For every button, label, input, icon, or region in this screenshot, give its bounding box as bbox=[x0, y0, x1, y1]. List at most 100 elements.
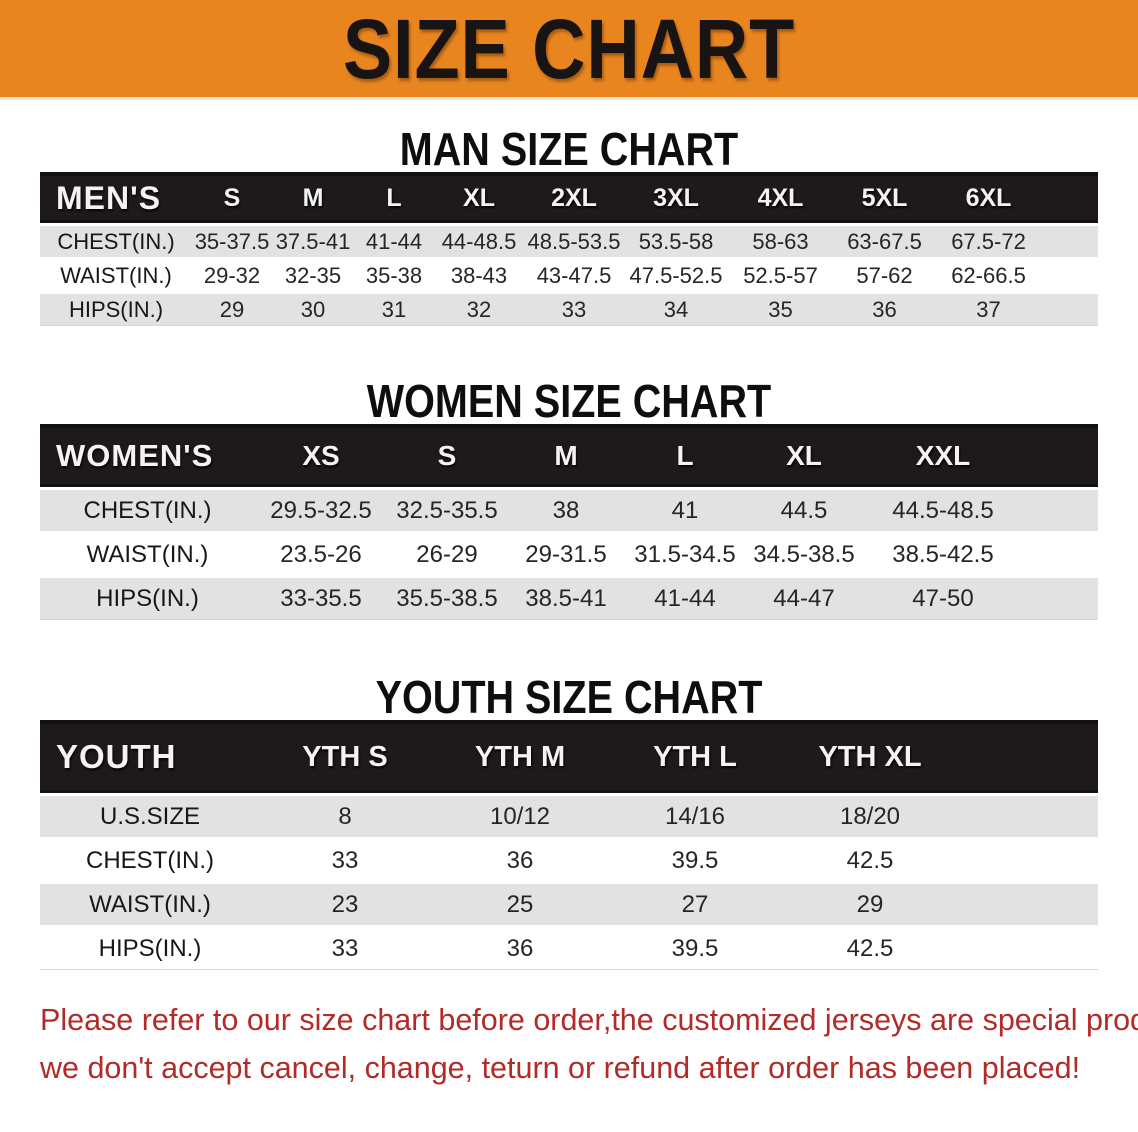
value-cell: 63-67.5 bbox=[833, 223, 936, 257]
value-cell: 52.5-57 bbox=[728, 257, 833, 291]
value-cell: 35 bbox=[728, 291, 833, 325]
size-header-cell: XXL bbox=[863, 424, 1023, 487]
size-header-cell: 4XL bbox=[728, 172, 833, 223]
size-header-cell: S bbox=[387, 424, 507, 487]
men-hips-row: HIPS(IN.) 29 30 31 32 33 34 35 36 37 bbox=[40, 291, 1098, 325]
value-cell: 41-44 bbox=[625, 575, 745, 619]
filler-cell bbox=[960, 720, 1098, 793]
women-hips-row: HIPS(IN.) 33-35.5 35.5-38.5 38.5-41 41-4… bbox=[40, 575, 1098, 619]
value-cell: 34 bbox=[624, 291, 728, 325]
value-cell: 25 bbox=[430, 881, 610, 925]
value-cell: 33 bbox=[260, 925, 430, 969]
size-header-cell: XS bbox=[255, 424, 387, 487]
value-cell: 29.5-32.5 bbox=[255, 487, 387, 531]
size-header-cell: 3XL bbox=[624, 172, 728, 223]
value-cell: 32 bbox=[434, 291, 524, 325]
size-header-cell: 5XL bbox=[833, 172, 936, 223]
disclaimer-line-1: Please refer to our size chart before or… bbox=[40, 1003, 1138, 1037]
value-cell: 47.5-52.5 bbox=[624, 257, 728, 291]
women-section-heading: WOMEN SIZE CHART bbox=[366, 375, 772, 427]
filler-cell bbox=[1023, 531, 1098, 575]
size-header-cell: M bbox=[272, 172, 354, 223]
value-cell: 67.5-72 bbox=[936, 223, 1041, 257]
value-cell: 37.5-41 bbox=[272, 223, 354, 257]
filler-cell bbox=[1023, 575, 1098, 619]
value-cell: 34.5-38.5 bbox=[745, 531, 863, 575]
youth-header-row: YOUTH YTH S YTH M YTH L YTH XL bbox=[40, 720, 1098, 793]
youth-hips-row: HIPS(IN.) 33 36 39.5 42.5 bbox=[40, 925, 1098, 969]
row-label-cell: CHEST(IN.) bbox=[40, 487, 255, 531]
men-chest-row: CHEST(IN.) 35-37.5 37.5-41 41-44 44-48.5… bbox=[40, 223, 1098, 257]
row-label-cell: HIPS(IN.) bbox=[40, 575, 255, 619]
women-waist-row: WAIST(IN.) 23.5-26 26-29 29-31.5 31.5-34… bbox=[40, 531, 1098, 575]
filler-cell bbox=[1023, 424, 1098, 487]
size-header-cell: YTH S bbox=[260, 720, 430, 793]
value-cell: 41 bbox=[625, 487, 745, 531]
value-cell: 33 bbox=[260, 837, 430, 881]
value-cell: 37 bbox=[936, 291, 1041, 325]
value-cell: 44.5-48.5 bbox=[863, 487, 1023, 531]
filler-cell bbox=[1041, 223, 1098, 257]
value-cell: 33-35.5 bbox=[255, 575, 387, 619]
value-cell: 14/16 bbox=[610, 793, 780, 837]
value-cell: 33 bbox=[524, 291, 624, 325]
value-cell: 43-47.5 bbox=[524, 257, 624, 291]
disclaimer-text: Please refer to our size chart before or… bbox=[0, 996, 1138, 1092]
value-cell: 39.5 bbox=[610, 925, 780, 969]
value-cell: 31.5-34.5 bbox=[625, 531, 745, 575]
value-cell: 44-47 bbox=[745, 575, 863, 619]
men-section-heading: MAN SIZE CHART bbox=[399, 123, 739, 175]
value-cell: 30 bbox=[272, 291, 354, 325]
row-label-cell: CHEST(IN.) bbox=[40, 837, 260, 881]
row-label-cell: WAIST(IN.) bbox=[40, 531, 255, 575]
value-cell: 23.5-26 bbox=[255, 531, 387, 575]
value-cell: 29 bbox=[780, 881, 960, 925]
banner: SIZE CHART bbox=[0, 0, 1138, 100]
filler-cell bbox=[1041, 291, 1098, 325]
value-cell: 57-62 bbox=[833, 257, 936, 291]
value-cell: 38-43 bbox=[434, 257, 524, 291]
value-cell: 38 bbox=[507, 487, 625, 531]
size-header-cell: XL bbox=[745, 424, 863, 487]
value-cell: 35.5-38.5 bbox=[387, 575, 507, 619]
value-cell: 39.5 bbox=[610, 837, 780, 881]
men-header-label: MEN'S bbox=[40, 172, 192, 223]
value-cell: 26-29 bbox=[387, 531, 507, 575]
youth-header-label: YOUTH bbox=[40, 720, 260, 793]
value-cell: 29-31.5 bbox=[507, 531, 625, 575]
value-cell: 31 bbox=[354, 291, 434, 325]
size-header-cell: XL bbox=[434, 172, 524, 223]
row-label-cell: HIPS(IN.) bbox=[40, 291, 192, 325]
size-header-cell: YTH XL bbox=[780, 720, 960, 793]
filler-cell bbox=[960, 881, 1098, 925]
youth-waist-row: WAIST(IN.) 23 25 27 29 bbox=[40, 881, 1098, 925]
value-cell: 29 bbox=[192, 291, 272, 325]
size-header-cell: S bbox=[192, 172, 272, 223]
size-header-cell: 2XL bbox=[524, 172, 624, 223]
value-cell: 36 bbox=[833, 291, 936, 325]
value-cell: 62-66.5 bbox=[936, 257, 1041, 291]
value-cell: 42.5 bbox=[780, 837, 960, 881]
value-cell: 36 bbox=[430, 837, 610, 881]
size-header-cell: L bbox=[625, 424, 745, 487]
value-cell: 32.5-35.5 bbox=[387, 487, 507, 531]
row-label-cell: WAIST(IN.) bbox=[40, 881, 260, 925]
value-cell: 38.5-41 bbox=[507, 575, 625, 619]
value-cell: 23 bbox=[260, 881, 430, 925]
value-cell: 36 bbox=[430, 925, 610, 969]
men-header-row: MEN'S S M L XL 2XL 3XL 4XL 5XL 6XL bbox=[40, 172, 1098, 223]
row-label-cell: U.S.SIZE bbox=[40, 793, 260, 837]
value-cell: 38.5-42.5 bbox=[863, 531, 1023, 575]
value-cell: 29-32 bbox=[192, 257, 272, 291]
size-header-cell: L bbox=[354, 172, 434, 223]
women-chest-row: CHEST(IN.) 29.5-32.5 32.5-35.5 38 41 44.… bbox=[40, 487, 1098, 531]
value-cell: 10/12 bbox=[430, 793, 610, 837]
size-header-cell: YTH L bbox=[610, 720, 780, 793]
filler-cell bbox=[960, 793, 1098, 837]
size-header-cell: 6XL bbox=[936, 172, 1041, 223]
filler-cell bbox=[1041, 257, 1098, 291]
value-cell: 18/20 bbox=[780, 793, 960, 837]
value-cell: 35-38 bbox=[354, 257, 434, 291]
value-cell: 58-63 bbox=[728, 223, 833, 257]
women-header-row: WOMEN'S XS S M L XL XXL bbox=[40, 424, 1098, 487]
